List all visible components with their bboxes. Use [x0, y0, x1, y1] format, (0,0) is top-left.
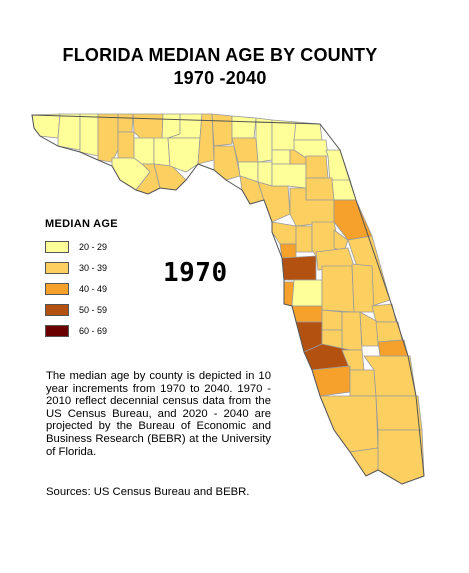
map-title: FLORIDA MEDIAN AGE BY COUNTY 1970 -2040	[0, 44, 440, 90]
county-columbia	[255, 117, 273, 163]
county-santa-rosa	[57, 113, 81, 151]
legend-swatch	[45, 240, 69, 253]
county-okaloosa	[79, 113, 99, 157]
peninsula-counties	[271, 187, 425, 485]
sources-text: Sources: US Census Bureau and BEBR.	[46, 486, 250, 498]
legend-swatch	[45, 324, 69, 337]
county-okeechobee	[359, 311, 379, 347]
legend-label: 60 - 69	[79, 325, 108, 336]
legend-swatch	[45, 303, 69, 316]
county-putnam	[305, 177, 335, 201]
county-manatee	[291, 305, 323, 323]
legend-swatch	[45, 282, 69, 295]
map-legend: MEDIAN AGE 20 - 29 30 - 39 40 - 49 50 - 59 6…	[45, 218, 185, 341]
legend-label: 30 - 39	[79, 262, 108, 273]
county-alachua	[271, 163, 307, 189]
county-taylor	[213, 145, 241, 181]
county-osceola	[351, 263, 375, 313]
county-union	[271, 149, 291, 165]
county-highlands	[341, 311, 363, 351]
subtitle-text: 1970 -2040	[173, 68, 267, 88]
county-washington	[117, 131, 135, 159]
legend-label: 20 - 29	[79, 241, 108, 252]
description-text: The median age by county is depicted in …	[46, 370, 271, 458]
county-dade	[377, 429, 425, 485]
title-text: FLORIDA MEDIAN AGE BY COUNTY	[62, 45, 378, 65]
county-madison	[211, 113, 233, 147]
county-clay	[305, 155, 329, 179]
legend-items: 20 - 29 30 - 39 40 - 49 50 - 59 60 - 69	[45, 236, 185, 341]
county-lee	[311, 365, 351, 397]
county-levy	[257, 181, 291, 223]
county-broward	[375, 395, 423, 431]
state-outline	[31, 114, 425, 485]
county-polk	[321, 265, 355, 313]
county-wakulla	[167, 137, 201, 173]
legend-item: 20 - 29	[45, 236, 185, 257]
county-hernando	[279, 243, 297, 259]
legend-label: 50 - 59	[79, 304, 108, 315]
legend-swatch	[45, 261, 69, 274]
county-hendry	[349, 369, 377, 397]
county-jefferson	[197, 113, 215, 165]
county-liberty	[153, 137, 171, 167]
legend-item: 40 - 49	[45, 278, 185, 299]
county-escambia	[31, 113, 61, 139]
legend-label: 40 - 49	[79, 283, 108, 294]
county-hardee	[321, 309, 343, 331]
county-calhoun	[133, 137, 155, 165]
legend-item: 60 - 69	[45, 320, 185, 341]
county-nassau	[293, 121, 323, 141]
county-holmes	[117, 113, 134, 133]
county-pasco	[281, 255, 317, 281]
year-label: 1970	[163, 258, 228, 288]
legend-title: MEDIAN AGE	[45, 218, 118, 230]
county-walton	[97, 113, 119, 163]
legend-item: 50 - 59	[45, 299, 185, 320]
county-hillsborough	[291, 279, 323, 307]
county-hamilton	[231, 115, 257, 139]
county-collier	[319, 395, 379, 453]
county-baker	[271, 119, 297, 151]
legend-item: 30 - 39	[45, 257, 185, 278]
county-sumter	[295, 225, 313, 253]
